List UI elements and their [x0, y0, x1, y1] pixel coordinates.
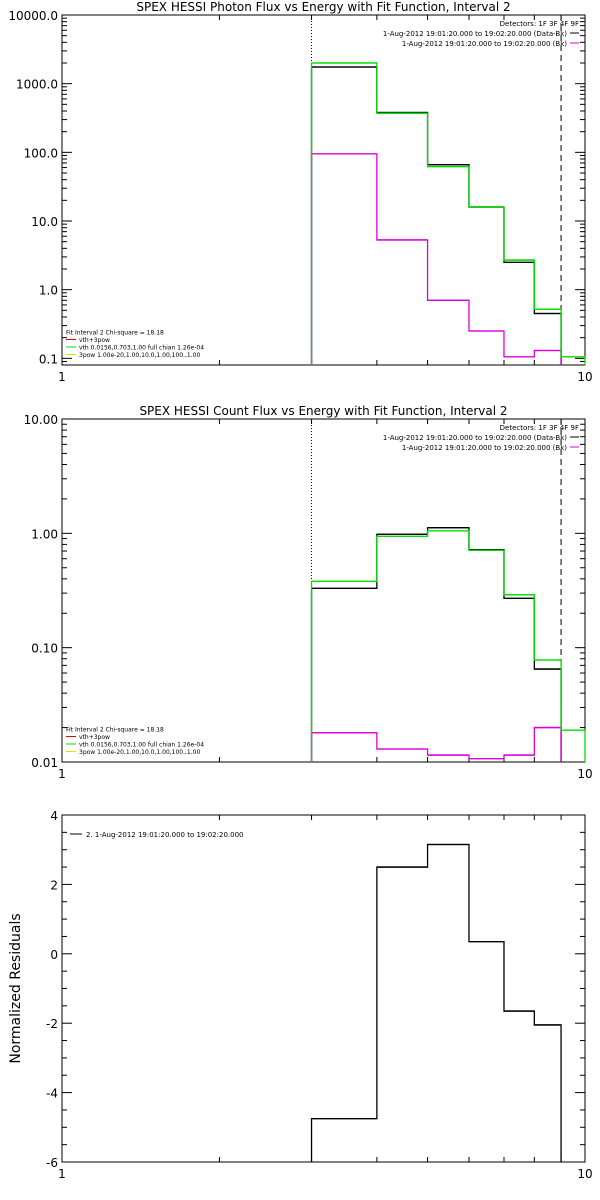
y-tick-label: 0.1 [39, 352, 58, 366]
plot-frame [61, 14, 586, 366]
series-step-outline [310, 66, 562, 365]
series-step-outline [310, 153, 562, 365]
x-tick-label: 10 [577, 1167, 592, 1181]
y-tick-label: 4 [50, 809, 58, 823]
series-step-outline [310, 62, 586, 365]
y-tick-label: 0.10 [31, 642, 58, 656]
chart-title: SPEX HESSI Photon Flux vs Energy with Fi… [136, 0, 510, 14]
chart-panel-3: 1 10 -6 -4 -2 0 2 4 Normalized Residuals 2. 1-Aug… [8, 809, 593, 1181]
fit-legend-text: vth 0.0156,0.703,1.00 full chian 1.26e-0… [79, 742, 204, 749]
legend-entry-text: 1-Aug-2012 19:01:20.000 to 19:02:20.000 … [402, 40, 567, 48]
series-step-outline [310, 530, 586, 762]
series-step-outline [310, 843, 562, 1162]
series-2 [310, 62, 586, 365]
legend-entry-text: 1-Aug-2012 19:01:20.000 to 19:02:20.000 … [383, 434, 567, 442]
legend-entry-text: 1-Aug-2012 19:01:20.000 to 19:02:20.000 … [402, 444, 567, 452]
fit-legend-text: 3pow 1.00e-20,1.00,10.0,1.00,100.,1.00 [79, 352, 200, 359]
fit-legend-text: Fit Interval 2 Chi-square = 18.18 [66, 330, 164, 337]
fit-legend-text: vth+3pow [79, 734, 110, 741]
series-3 [310, 726, 562, 762]
y-tick-label: 1000.0 [16, 78, 58, 92]
y-tick-label: -6 [46, 1156, 58, 1170]
fit-legend-text: 3pow 1.00e-20,1.00,10.0,1.00,100.,1.00 [79, 749, 200, 756]
x-tick-label: 1 [58, 767, 66, 781]
chart-title: SPEX HESSI Count Flux vs Energy with Fit… [139, 404, 507, 418]
y-tick-label: 10.0 [31, 215, 58, 229]
y-axis-label: Normalized Residuals [8, 913, 24, 1063]
x-tick-label: 1 [58, 370, 66, 384]
legend-entry-text: 1-Aug-2012 19:01:20.000 to 19:02:20.000 … [383, 30, 567, 38]
y-tick-label: -2 [46, 1017, 58, 1031]
fit-legend-text: Fit Interval 2 Chi-square = 18.18 [66, 727, 164, 734]
series-1 [310, 843, 562, 1162]
detectors-label: Detectors: 1F 3F 4F 9F [500, 424, 579, 432]
detectors-label: Detectors: 1F 3F 4F 9F [500, 20, 579, 28]
fit-legend-text: vth+3pow [79, 337, 110, 344]
chart-panel-2: SPEX HESSI Count Flux vs Energy with Fit… [24, 404, 593, 781]
y-tick-label: 2 [50, 878, 58, 892]
x-tick-label: 1 [58, 1167, 66, 1181]
y-tick-label: -4 [46, 1087, 58, 1101]
y-tick-label: 100.0 [24, 146, 58, 160]
fit-legend-text: vth 0.0156,0.703,1.00 full chian 1.26e-0… [79, 345, 204, 352]
series-1 [310, 66, 562, 365]
chart-panel-1: SPEX HESSI Photon Flux vs Energy with Fi… [8, 0, 592, 384]
y-tick-label: 0.01 [31, 756, 58, 770]
y-tick-label: 10.00 [24, 413, 58, 427]
series-2 [310, 530, 586, 762]
y-tick-label: 1.00 [31, 527, 58, 541]
series-step-outline [310, 726, 562, 762]
legend-entry-text: 2. 1-Aug-2012 19:01:20.000 to 19:02:20.0… [86, 831, 244, 839]
plot-frame [61, 418, 586, 763]
y-tick-label: 1.0 [39, 284, 58, 298]
plot-frame [61, 814, 586, 1163]
series-3 [310, 153, 562, 365]
x-tick-label: 10 [577, 767, 592, 781]
series-1 [310, 527, 562, 762]
y-tick-label: 10000.0 [8, 9, 58, 23]
x-tick-label: 10 [577, 370, 592, 384]
y-tick-label: 0 [50, 948, 58, 962]
series-step-outline [310, 527, 562, 762]
